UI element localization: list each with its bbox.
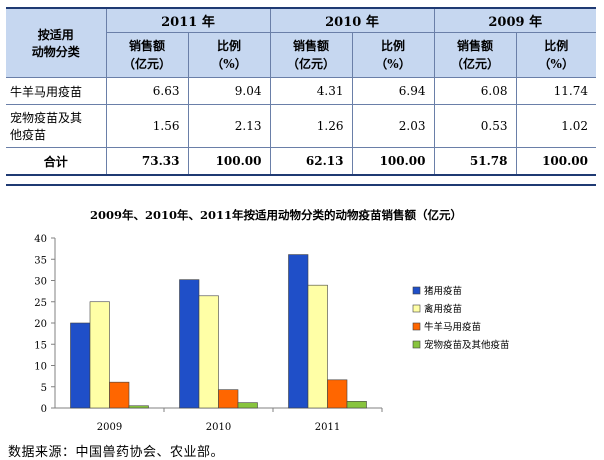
table-cell: 2.13 [187, 104, 270, 148]
bar [237, 402, 258, 409]
chart-bars [70, 254, 367, 409]
total-cell: 100.00 [515, 147, 596, 176]
total-cell: 73.33 [105, 147, 188, 176]
legend-label: 牛羊马用疫苗 [424, 321, 481, 333]
sales-header-line1: 销售额 [456, 39, 493, 53]
table-cell: 6.63 [105, 77, 188, 105]
ratio-header: 比例 （%） [515, 32, 596, 78]
sales-bar-chart: 2009年、2010年、2011年按适用动物分类的动物疫苗销售额（亿元） 0 5 1… [34, 208, 510, 433]
sales-header: 销售额 （亿元） [433, 32, 516, 78]
legend-label: 宠物疫苗及其他疫苗 [424, 339, 510, 351]
bar [346, 401, 367, 409]
ratio-header-line2: （%） [211, 57, 247, 71]
ratio-header-line1: 比例 [216, 39, 241, 53]
legend-swatch [412, 286, 421, 295]
legend-swatch [412, 340, 421, 349]
sales-header-line2: （亿元） [450, 57, 499, 71]
legend-label: 猪用疫苗 [424, 285, 462, 297]
y-tick-label: 25 [34, 298, 47, 309]
bar [128, 405, 149, 409]
year-header-2011: 2011 年 [105, 7, 270, 33]
table-cell: 6.94 [351, 77, 434, 105]
table-cell: 11.74 [515, 77, 596, 105]
sales-header: 销售额 （亿元） [105, 32, 188, 78]
ratio-header-line1: 比例 [380, 39, 405, 53]
table-cell: 1.26 [269, 104, 352, 148]
bar [198, 295, 219, 409]
table-cell: 4.31 [269, 77, 352, 105]
row-label-line2: 他疫苗 [10, 128, 47, 142]
y-tick-label: 35 [34, 255, 47, 266]
table-row: 牛羊马用疫苗 6.63 9.04 4.31 6.94 6.08 11.74 [6, 77, 596, 105]
vaccine-sales-table: 按适用 动物分类 2011 年 2010 年 2009 年 销售额 （亿元） 比例… [6, 7, 596, 176]
bar [109, 381, 130, 409]
table-cell: 9.04 [187, 77, 270, 105]
y-tick-label: 20 [34, 319, 47, 330]
bar [70, 322, 91, 409]
bar [89, 301, 110, 409]
ratio-header-line1: 比例 [544, 39, 569, 53]
x-tick-label: 2009 [97, 422, 122, 433]
chart-title: 2009年、2010年、2011年按适用动物分类的动物疫苗销售额（亿元） [90, 208, 462, 222]
total-cell: 51.78 [433, 147, 516, 176]
bar [288, 254, 309, 409]
x-tick-label: 2010 [206, 422, 231, 433]
x-tick-label: 2011 [315, 422, 340, 433]
y-tick-label: 0 [41, 404, 47, 415]
ratio-header: 比例 （%） [187, 32, 270, 78]
legend-swatch [412, 304, 421, 313]
table-cell: 1.02 [515, 104, 596, 148]
total-cell: 100.00 [351, 147, 434, 176]
year-header-2009: 2009 年 [433, 7, 596, 33]
table-cell: 6.08 [433, 77, 516, 105]
sales-header-line2: （亿元） [286, 57, 335, 71]
bar [307, 284, 328, 409]
sales-header-line1: 销售额 [128, 39, 165, 53]
table-cell: 1.56 [105, 104, 188, 148]
category-header-line1: 按适用 [37, 28, 74, 42]
table-bottom-rule [6, 184, 596, 186]
legend-swatch [412, 322, 421, 331]
total-label: 合计 [6, 147, 106, 176]
category-header-line2: 动物分类 [31, 45, 80, 59]
sales-header-line2: （亿元） [122, 57, 171, 71]
table-cell: 2.03 [351, 104, 434, 148]
legend-label: 禽用疫苗 [424, 303, 462, 315]
y-tick-label: 10 [34, 362, 47, 373]
year-header-2010: 2010 年 [269, 7, 434, 33]
bar [179, 279, 200, 409]
row-label: 牛羊马用疫苗 [6, 77, 106, 105]
sales-header-line1: 销售额 [292, 39, 329, 53]
total-cell: 62.13 [269, 147, 352, 176]
source-note: 数据来源：中国兽药协会、农业部。 [8, 445, 225, 460]
table-cell: 0.53 [433, 104, 516, 148]
table-row: 宠物疫苗及其 他疫苗 1.56 2.13 1.26 2.03 0.53 1.02 [6, 104, 596, 148]
category-header: 按适用 动物分类 [6, 7, 106, 78]
ratio-header: 比例 （%） [351, 32, 434, 78]
sales-header: 销售额 （亿元） [269, 32, 352, 78]
y-tick-label: 40 [34, 234, 47, 245]
ratio-header-line2: （%） [538, 57, 574, 71]
y-tick-label: 5 [41, 383, 47, 394]
row-label-line1: 宠物疫苗及其 [10, 111, 83, 125]
bar [218, 389, 239, 409]
row-label: 宠物疫苗及其 他疫苗 [6, 104, 106, 148]
total-row: 合计 73.33 100.00 62.13 100.00 51.78 100.0… [6, 147, 596, 176]
ratio-header-line2: （%） [375, 57, 411, 71]
y-tick-label: 30 [34, 277, 47, 288]
bar [327, 379, 348, 409]
total-cell: 100.00 [187, 147, 270, 176]
y-tick-label: 15 [34, 340, 47, 351]
